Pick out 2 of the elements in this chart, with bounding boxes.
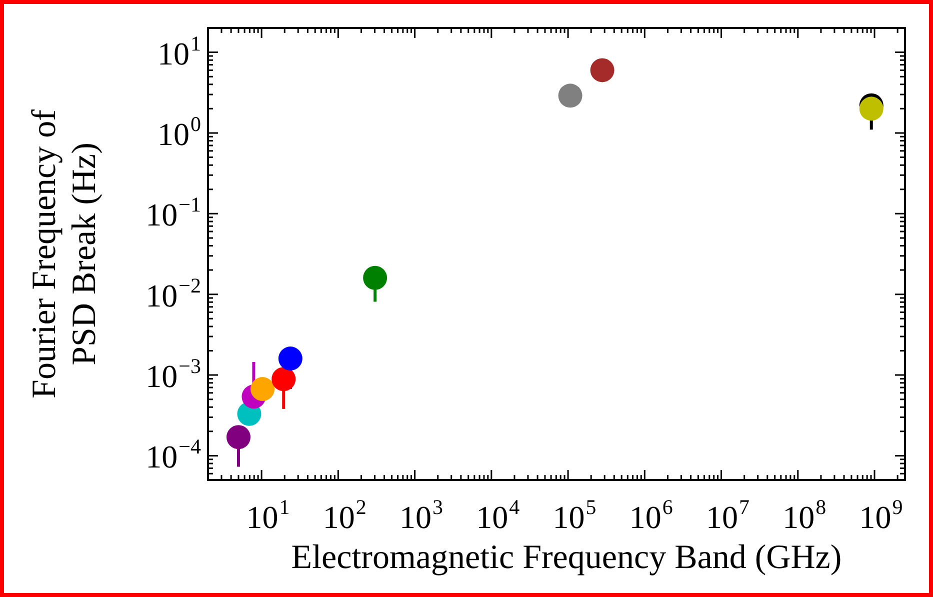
y-axis-title: Fourier Frequency of PSD Break (Hz) [26,108,103,398]
x-axis-title: Electromagnetic Frequency Band (GHz) [291,539,842,576]
